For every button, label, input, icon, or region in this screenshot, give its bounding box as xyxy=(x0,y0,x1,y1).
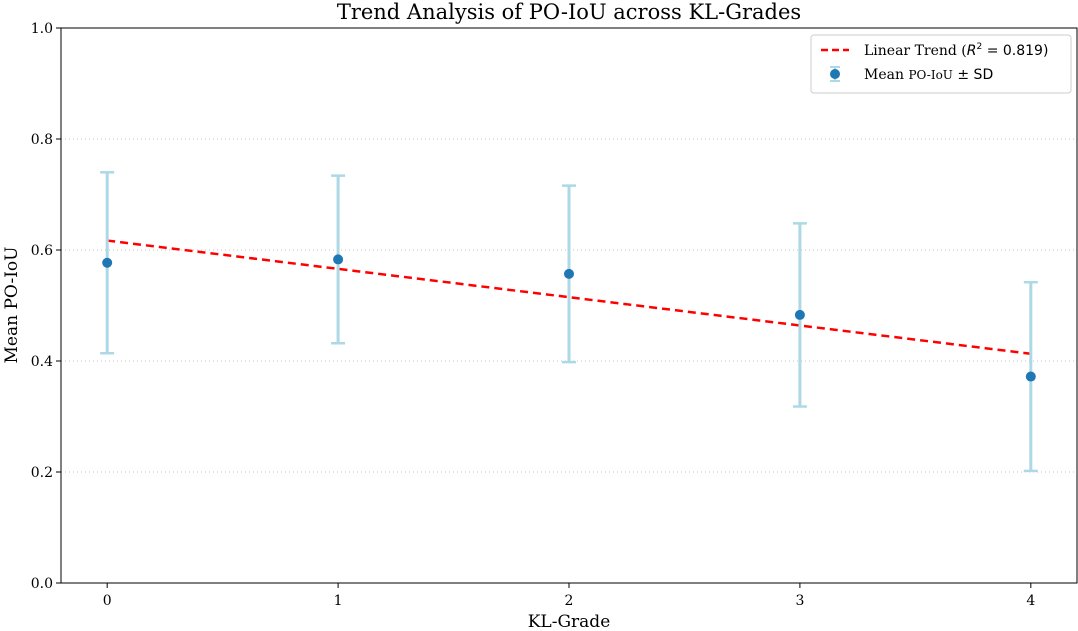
y-tick-label: 1.0 xyxy=(31,21,53,37)
y-tick-label: 0.4 xyxy=(31,354,53,370)
point-layer xyxy=(102,254,1036,382)
mean-point xyxy=(333,254,344,265)
legend-mean-marker xyxy=(830,69,840,79)
y-tick-label: 0.6 xyxy=(31,243,53,259)
x-tick-label: 2 xyxy=(565,593,574,609)
x-tick-label: 3 xyxy=(795,593,804,609)
mean-point xyxy=(564,268,574,279)
y-tick-label: 0.8 xyxy=(31,132,53,148)
tick-layer: 0.0 0.2 0.4 0.6 0.8 1.0 0 1 2 3 4 xyxy=(31,21,1036,609)
y-tick-label: 0.0 xyxy=(31,576,53,592)
error-bar-layer xyxy=(100,171,1038,473)
x-tick-label: 1 xyxy=(334,593,343,609)
mean-point xyxy=(102,257,113,268)
y-tick-label: 0.2 xyxy=(31,465,53,481)
y-axis-label: Mean PO-IoU xyxy=(2,247,22,364)
x-tick-label: 0 xyxy=(103,593,112,609)
chart-title: Trend Analysis of PO-IoU across KL-Grade… xyxy=(337,0,801,24)
mean-point xyxy=(1025,371,1036,382)
legend-mean-label: Mean PO-IoU ± SD xyxy=(864,67,993,83)
legend-trend-label: Linear Trend (R2 = 0.819) xyxy=(864,42,1048,59)
legend-box xyxy=(810,34,1072,94)
x-tick-label: 4 xyxy=(1026,593,1035,609)
x-axis-label: KL-Grade xyxy=(528,612,611,631)
mean-point xyxy=(794,309,805,320)
legend: Linear Trend (R2 = 0.819) Mean PO-IoU ± … xyxy=(810,34,1072,94)
